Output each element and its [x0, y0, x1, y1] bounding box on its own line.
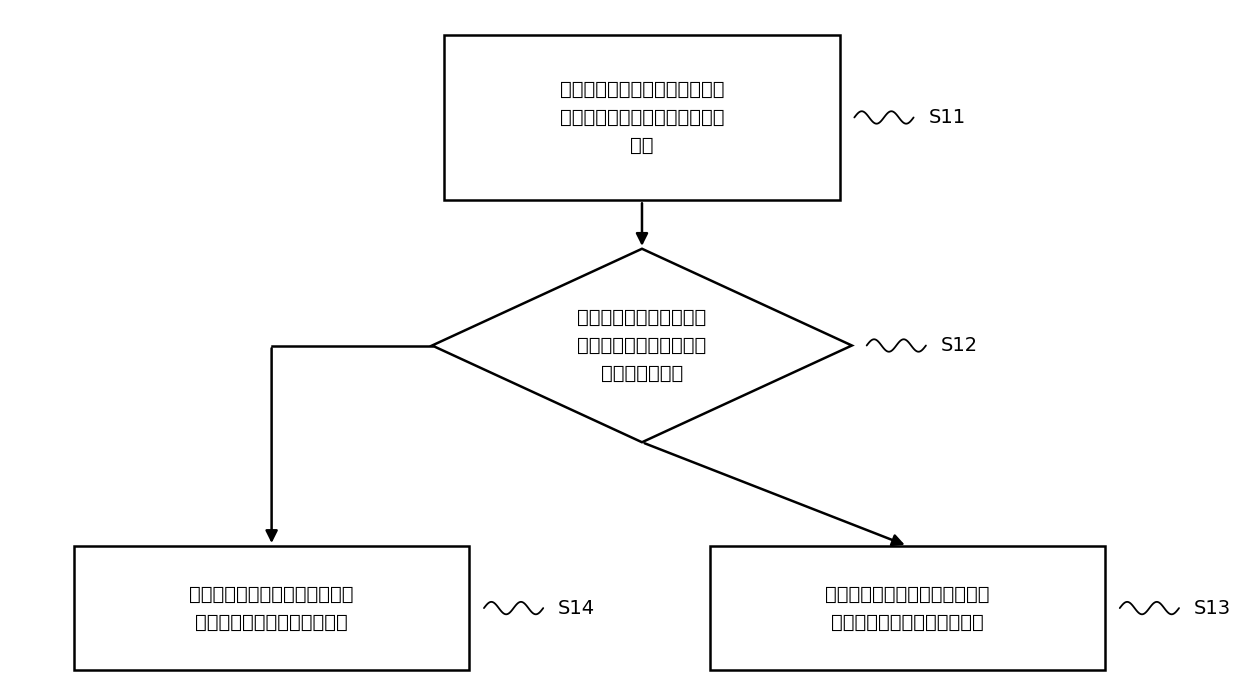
Text: S12: S12	[941, 336, 978, 355]
Bar	[444, 35, 839, 200]
Bar	[74, 546, 469, 670]
Text: 若是，则将所述空调的内外循环
风门向内循环风门步进指定量: 若是，则将所述空调的内外循环 风门向内循环风门步进指定量	[825, 585, 990, 632]
Text: S11: S11	[929, 108, 966, 127]
Polygon shape	[432, 249, 852, 442]
Bar	[709, 546, 1105, 670]
Text: 检测车内的温湿度数值，
判断所述温湿度数值是否
小于第一预设值: 检测车内的温湿度数值， 判断所述温湿度数值是否 小于第一预设值	[578, 308, 707, 383]
Text: S14: S14	[558, 598, 595, 618]
Text: S13: S13	[1194, 598, 1231, 618]
Text: 若否，则将所述空调的内外循环
风门向外循环风门步进指定量: 若否，则将所述空调的内外循环 风门向外循环风门步进指定量	[190, 585, 353, 632]
Text: 当检测到空调启动时，将所述空
调的内外循环风门切换至内循环
风门: 当检测到空调启动时，将所述空 调的内外循环风门切换至内循环 风门	[559, 80, 724, 155]
